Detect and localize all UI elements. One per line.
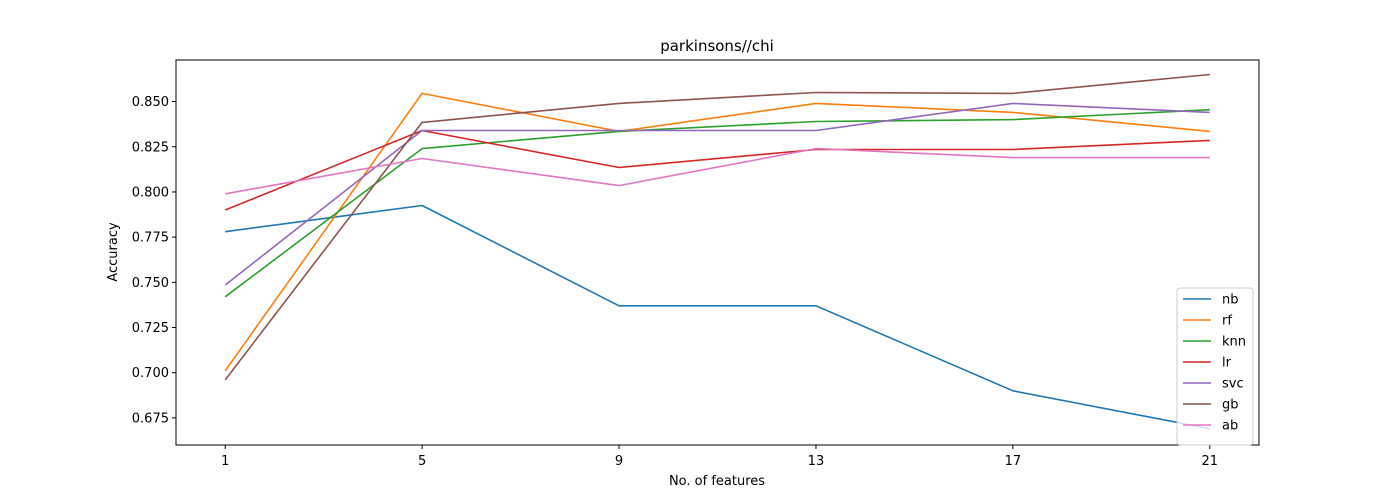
series-line-gb xyxy=(224,73,1210,381)
x-axis-label: No. of features xyxy=(669,474,765,489)
x-tick-label: 9 xyxy=(615,454,623,469)
series-line-ab xyxy=(225,147,1210,195)
legend-label-ab: ab xyxy=(1222,419,1238,434)
series-line-lr xyxy=(224,129,1210,211)
y-tick-label: 0.725 xyxy=(132,321,169,336)
series-line-knn xyxy=(224,108,1210,298)
x-tick-label: 1 xyxy=(221,454,229,469)
series-line-svc xyxy=(224,102,1210,286)
y-axis: 0.675 0.700 0.725 0.750 0.775 0.800 0.825 0.850 xyxy=(132,95,176,426)
x-tick-label: 5 xyxy=(418,454,426,469)
legend-label-lr: lr xyxy=(1222,356,1232,371)
y-axis-label: Accuracy xyxy=(106,222,121,282)
legend-label-gb: gb xyxy=(1222,398,1239,413)
y-tick-label: 0.850 xyxy=(132,95,169,110)
x-tick-label: 21 xyxy=(1201,454,1218,469)
y-tick-label: 0.750 xyxy=(132,276,169,291)
legend-label-svc: svc xyxy=(1222,377,1244,392)
y-tick-label: 0.800 xyxy=(132,185,169,200)
x-tick-label: 17 xyxy=(1005,454,1022,469)
x-tick-label: 13 xyxy=(808,454,825,469)
legend: nb rf knn lr svc gb ab xyxy=(1176,287,1254,446)
legend-label-knn: knn xyxy=(1222,335,1246,350)
x-axis: 1 5 9 13 17 21 xyxy=(221,445,1218,469)
series-lines xyxy=(224,73,1210,430)
legend-box xyxy=(1176,287,1254,446)
y-tick-label: 0.700 xyxy=(132,366,169,381)
y-tick-label: 0.775 xyxy=(132,231,169,246)
chart-title: parkinsons//chi xyxy=(660,37,774,55)
plot-area-frame xyxy=(175,59,1260,446)
series-line-rf xyxy=(224,92,1210,372)
y-tick-label: 0.675 xyxy=(132,411,169,426)
legend-label-nb: nb xyxy=(1222,293,1239,308)
legend-label-rf: rf xyxy=(1222,314,1232,329)
y-tick-label: 0.825 xyxy=(132,140,169,155)
series-line-nb xyxy=(225,204,1210,430)
